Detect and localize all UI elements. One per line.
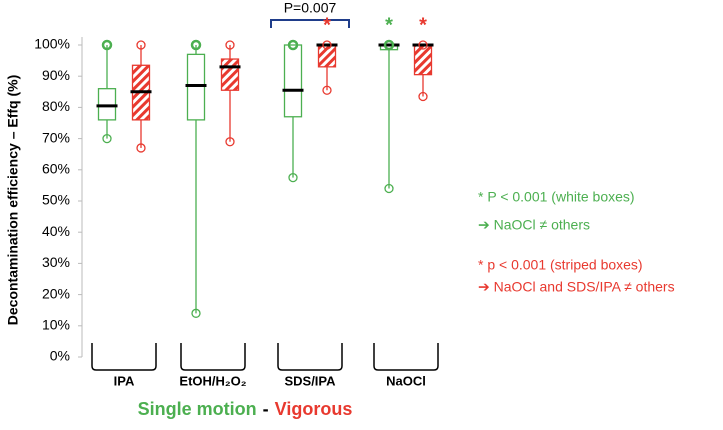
legend-entry: Vigorous (275, 399, 353, 419)
category-bracket (373, 343, 439, 371)
x-tick-label: SDS/IPA (284, 373, 336, 388)
max-point (190, 39, 202, 51)
significance-bracket (270, 19, 350, 28)
min-point (136, 143, 146, 153)
box (186, 53, 206, 121)
legend: Single motion - Vigorous (138, 399, 353, 419)
category-bracket (277, 343, 343, 371)
min-point (102, 133, 112, 144)
significance-marker: * (385, 14, 393, 36)
note: * p < 0.001 (striped boxes) (478, 257, 643, 273)
min-point (322, 85, 332, 95)
y-tick-label: 10% (42, 317, 70, 333)
category-bracket (91, 343, 157, 371)
min-point (225, 137, 235, 147)
box (97, 88, 117, 121)
x-tick-label: EtOH/H₂O₂ (179, 373, 246, 388)
y-tick-label: 50% (42, 192, 70, 208)
max-point (322, 40, 332, 50)
note: ➔ NaOCl ≠ others (478, 217, 590, 233)
min-point (384, 183, 394, 194)
y-tick-label: 90% (42, 67, 70, 83)
max-point (136, 40, 146, 50)
max-point (101, 39, 113, 51)
x-tick-label: IPA (114, 373, 135, 388)
box (220, 58, 240, 91)
significance-label: P=0.007 (284, 0, 337, 16)
note: ➔ NaOCl and SDS/IPA ≠ others (478, 279, 675, 295)
y-tick-label: 100% (34, 36, 70, 52)
y-tick-label: 80% (42, 98, 70, 114)
y-axis-label: Decontamination efficiency – Effq (%) (5, 75, 21, 325)
box (283, 44, 303, 118)
max-point (287, 39, 299, 51)
y-tick-label: 20% (42, 285, 70, 301)
significance-marker: * (419, 14, 427, 36)
y-tick-label: 0% (50, 348, 70, 364)
y-tick-label: 70% (42, 129, 70, 145)
min-point (288, 172, 298, 183)
max-point (418, 40, 428, 50)
category-bracket (180, 343, 246, 371)
legend-entry: Single motion (138, 399, 257, 419)
significance-marker: * (323, 14, 331, 36)
max-point (383, 39, 395, 51)
y-tick-label: 30% (42, 254, 70, 270)
y-tick-label: 40% (42, 223, 70, 239)
max-point (225, 40, 235, 50)
box (317, 44, 337, 68)
min-point (191, 308, 201, 318)
y-tick-label: 60% (42, 161, 70, 177)
legend-separator: - (263, 399, 269, 419)
min-point (418, 91, 428, 102)
note: * P < 0.001 (white boxes) (478, 189, 635, 205)
x-tick-label: NaOCl (386, 373, 426, 388)
